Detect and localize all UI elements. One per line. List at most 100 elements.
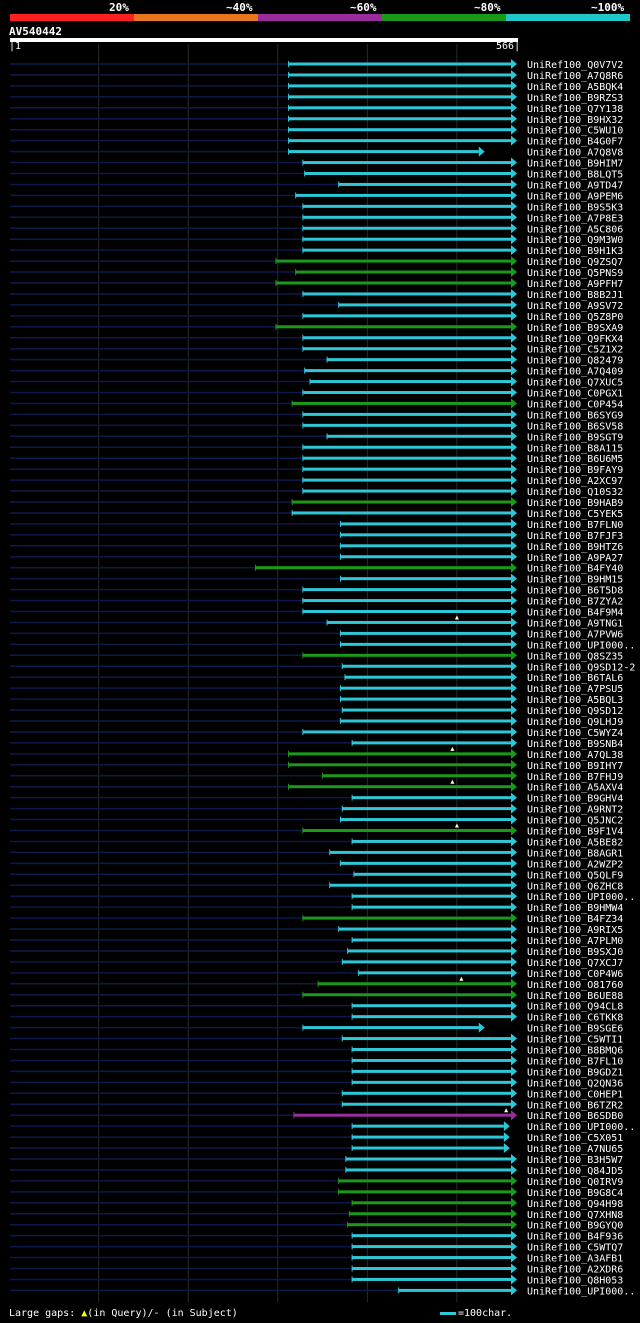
hit-label[interactable]: UniRef100_Q5JNC2: [527, 816, 623, 827]
hit-row[interactable]: UniRef100_B4G0F7: [10, 135, 623, 148]
hit-row[interactable]: UniRef100_B9HMW4: [10, 902, 623, 914]
hit-label[interactable]: UniRef100_C6TKK8: [527, 1013, 623, 1024]
hit-label[interactable]: UniRef100_C5WTI1: [527, 1035, 623, 1046]
hit-label[interactable]: UniRef100_A9TD47: [527, 180, 623, 191]
hit-row[interactable]: UniRef100_A7Q8V8: [10, 146, 623, 159]
hit-label[interactable]: UniRef100_B9F1V4: [527, 827, 623, 838]
hit-label[interactable]: UniRef100_C0PGX1: [527, 389, 623, 400]
hit-label[interactable]: UniRef100_B9HX32: [527, 115, 623, 126]
hit-row[interactable]: UniRef100_Q7XHN8: [10, 1208, 623, 1221]
hit-row[interactable]: UniRef100_A5C806: [10, 223, 623, 235]
hit-row[interactable]: UniRef100_C6TKK8: [10, 1011, 623, 1024]
hit-label[interactable]: UniRef100_A2XDR6: [527, 1265, 623, 1276]
hit-row[interactable]: UniRef100_C0P454: [10, 398, 623, 410]
hit-label[interactable]: UniRef100_B9HTZ6: [527, 542, 623, 553]
hit-label[interactable]: UniRef100_B9SXA9: [527, 323, 623, 334]
hit-row[interactable]: UniRef100_A9TNG1: [10, 615, 623, 629]
hit-label[interactable]: UniRef100_B6SYG9: [527, 410, 623, 421]
hit-label[interactable]: UniRef100_UPI000..: [527, 1122, 635, 1133]
hit-row[interactable]: UniRef100_B9RZS3: [10, 91, 623, 104]
hit-label[interactable]: UniRef100_B9HMW4: [527, 903, 623, 914]
hit-row[interactable]: UniRef100_B6UE88: [10, 989, 623, 1002]
hit-label[interactable]: UniRef100_O81760: [527, 980, 623, 991]
hit-label[interactable]: UniRef100_B9RZS3: [527, 93, 623, 104]
hit-label[interactable]: UniRef100_B6T5D8: [527, 586, 623, 597]
hit-row[interactable]: UniRef100_A9PA27: [10, 551, 623, 564]
hit-label[interactable]: UniRef100_A5C806: [527, 224, 623, 235]
hit-label[interactable]: UniRef100_Q6ZHC8: [527, 881, 623, 892]
hit-label[interactable]: UniRef100_Q5QLF9: [527, 870, 623, 881]
hit-row[interactable]: UniRef100_B7FJF3: [10, 529, 623, 542]
hit-label[interactable]: UniRef100_A9RIX5: [527, 925, 623, 936]
hit-row[interactable]: UniRef100_B6TAL6: [10, 672, 623, 684]
hit-row[interactable]: UniRef100_B6SYG9: [10, 409, 623, 421]
hit-row[interactable]: UniRef100_C0HEP1: [10, 1088, 623, 1100]
hit-label[interactable]: UniRef100_A7NU65: [527, 1144, 623, 1155]
hit-row[interactable]: UniRef100_UPI000..: [10, 639, 635, 651]
hit-row[interactable]: UniRef100_Q9SD12-2: [10, 661, 635, 673]
hit-label[interactable]: UniRef100_C0P4W6: [527, 969, 623, 980]
hit-row[interactable]: UniRef100_A7P8E3: [10, 212, 623, 224]
hit-label[interactable]: UniRef100_UPI000..: [527, 892, 635, 903]
hit-label[interactable]: UniRef100_Q94CL8: [527, 1002, 623, 1013]
hit-label[interactable]: UniRef100_Q7XHN8: [527, 1210, 623, 1221]
hit-label[interactable]: UniRef100_A7Q409: [527, 367, 623, 378]
hit-label[interactable]: UniRef100_Q9ZSQ7: [527, 257, 623, 268]
hit-row[interactable]: UniRef100_B8B2J1: [10, 288, 623, 301]
hit-label[interactable]: UniRef100_B9SXJ0: [527, 947, 623, 958]
hit-label[interactable]: UniRef100_B4G0F7: [527, 137, 623, 148]
hit-label[interactable]: UniRef100_UPI000..: [527, 640, 635, 651]
hit-label[interactable]: UniRef100_B8LQT5: [527, 170, 623, 181]
hit-row[interactable]: UniRef100_B7ZYA2: [10, 595, 623, 608]
hit-label[interactable]: UniRef100_B8B2J1: [527, 290, 623, 301]
hit-label[interactable]: UniRef100_B9HIM7: [527, 159, 623, 170]
hit-row[interactable]: UniRef100_Q7XUC5: [10, 376, 623, 389]
hit-row[interactable]: UniRef100_Q9LHJ9: [10, 716, 623, 728]
hit-label[interactable]: UniRef100_B9HAB9: [527, 498, 623, 509]
hit-label[interactable]: UniRef100_Q7Y138: [527, 104, 623, 115]
hit-label[interactable]: UniRef100_B6U6M5: [527, 454, 623, 465]
hit-row[interactable]: UniRef100_A9TD47: [10, 179, 623, 191]
hit-label[interactable]: UniRef100_A5AXV4: [527, 783, 623, 794]
hit-label[interactable]: UniRef100_Q5Z8P0: [527, 312, 623, 323]
hit-row[interactable]: UniRef100_B8AGR1: [10, 847, 623, 859]
hit-label[interactable]: UniRef100_A9TNG1: [527, 618, 623, 629]
hit-row[interactable]: UniRef100_A7PVW6: [10, 628, 623, 640]
hit-row[interactable]: UniRef100_A3AFB1: [10, 1252, 623, 1265]
hit-label[interactable]: UniRef100_B9GHV4: [527, 794, 623, 805]
hit-label[interactable]: UniRef100_B6UE88: [527, 991, 623, 1002]
hit-label[interactable]: UniRef100_B4F9M4: [527, 608, 623, 619]
hit-label[interactable]: UniRef100_A7PLM0: [527, 936, 623, 947]
hit-label[interactable]: UniRef100_Q2QN36: [527, 1078, 623, 1089]
hit-label[interactable]: UniRef100_B9SGT9: [527, 432, 623, 443]
hit-row[interactable]: UniRef100_B9SXA9: [10, 321, 623, 334]
hit-label[interactable]: UniRef100_C0P454: [527, 399, 623, 410]
hit-row[interactable]: UniRef100_UPI000..: [10, 891, 635, 903]
hit-row[interactable]: UniRef100_Q9FKX4: [10, 332, 623, 345]
hit-row[interactable]: UniRef100_B9IHY7: [10, 759, 623, 772]
hit-row[interactable]: UniRef100_B7FL10: [10, 1055, 623, 1067]
hit-row[interactable]: UniRef100_C5WYZ4: [10, 726, 623, 739]
hit-label[interactable]: UniRef100_B6TAL6: [527, 673, 623, 684]
hit-row[interactable]: UniRef100_B9SGT9: [10, 431, 623, 443]
hit-row[interactable]: UniRef100_B4F9M4: [10, 606, 623, 619]
hit-label[interactable]: UniRef100_A7Q8V8: [527, 148, 623, 159]
hit-label[interactable]: UniRef100_C0HEP1: [527, 1089, 623, 1100]
hit-row[interactable]: UniRef100_B8LQT5: [10, 168, 623, 181]
hit-row[interactable]: UniRef100_UPI000..: [10, 1285, 635, 1297]
hit-label[interactable]: UniRef100_B4F936: [527, 1232, 623, 1243]
hit-row[interactable]: UniRef100_Q7Y138: [10, 102, 623, 115]
hit-row[interactable]: UniRef100_B9SGE6: [10, 1022, 623, 1035]
hit-row[interactable]: UniRef100_Q0V7V2: [10, 59, 623, 71]
hit-label[interactable]: UniRef100_A7PSU5: [527, 684, 623, 695]
hit-label[interactable]: UniRef100_C5WTQ7: [527, 1243, 623, 1254]
hit-row[interactable]: UniRef100_Q5Z8P0: [10, 310, 623, 323]
hit-row[interactable]: UniRef100_B8BMQ6: [10, 1044, 623, 1057]
hit-label[interactable]: UniRef100_A9RNT2: [527, 805, 623, 816]
hit-row[interactable]: UniRef100_B9G8C4: [10, 1186, 623, 1199]
hit-row[interactable]: UniRef100_A9SV72: [10, 299, 623, 312]
hit-row[interactable]: UniRef100_B9SXJ0: [10, 945, 623, 958]
hit-row[interactable]: UniRef100_A5AXV4: [10, 779, 623, 794]
hit-row[interactable]: UniRef100_A2XDR6: [10, 1263, 623, 1276]
hit-row[interactable]: UniRef100_C5WTI1: [10, 1033, 623, 1046]
